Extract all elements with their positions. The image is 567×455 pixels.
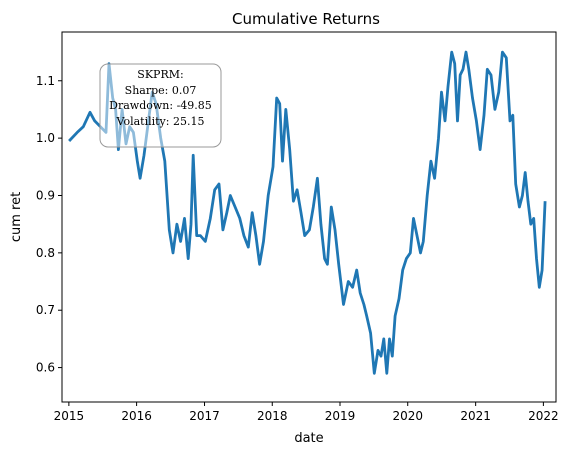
annotation-box: [99, 63, 222, 148]
chart-title: Cumulative Returns: [232, 10, 380, 28]
x-tick-label: 2016: [121, 409, 152, 423]
x-tick-label: 2021: [460, 409, 491, 423]
y-tick-label: 0.8: [36, 246, 55, 260]
axis-ticks: 2015 2016 2017 2018 2019 2020 2021 2022 0.6 0.7 0.…: [36, 74, 559, 423]
annotation-line-2: Sharpe: 0.07: [125, 84, 197, 97]
annotation-line-4: Volatility: 25.15: [116, 115, 205, 128]
x-tick-label: 2015: [54, 409, 85, 423]
x-tick-label: 2019: [325, 409, 356, 423]
y-axis-label: cum ret: [9, 192, 24, 242]
plot-frame: [61, 31, 557, 403]
annotation-line-1: SKPRM:: [137, 68, 183, 81]
y-tick-label: 0.6: [36, 361, 55, 375]
x-axis-label: date: [294, 431, 323, 446]
y-tick-label: 1.0: [36, 131, 55, 145]
stats-annotation: SKPRM: Sharpe: 0.07 Drawdown: -49.85 Vol…: [99, 63, 222, 148]
x-tick-label: 2018: [257, 409, 288, 423]
y-tick-label: 1.1: [36, 74, 55, 88]
x-tick-label: 2022: [528, 409, 559, 423]
annotation-line-3: Drawdown: -49.85: [109, 99, 212, 112]
y-tick-label: 0.9: [36, 188, 55, 202]
x-tick-label: 2020: [392, 409, 423, 423]
x-tick-label: 2017: [189, 409, 220, 423]
y-tick-label: 0.7: [36, 303, 55, 317]
